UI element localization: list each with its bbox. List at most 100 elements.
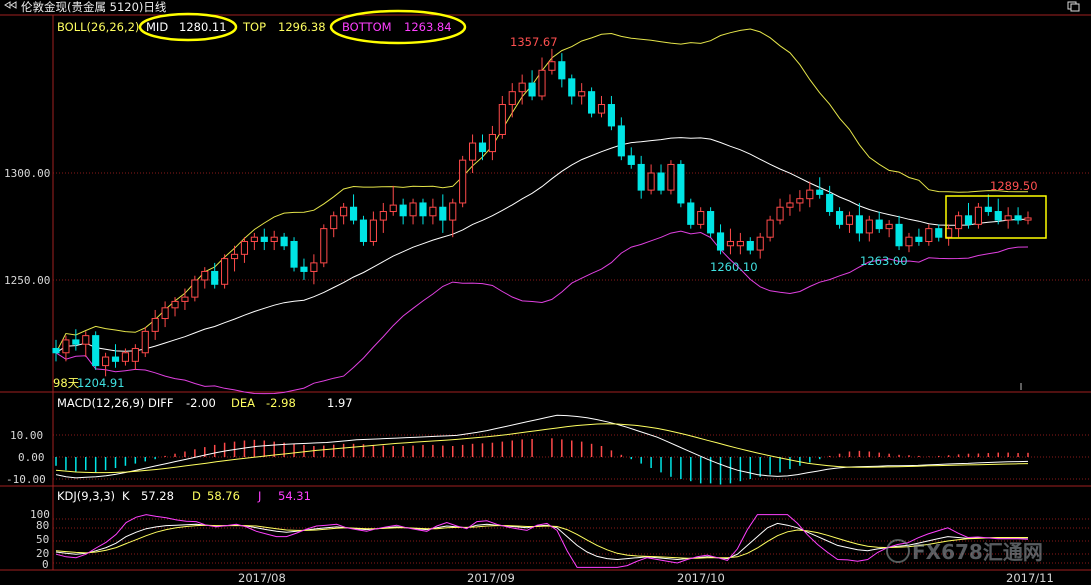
candle (52, 339, 60, 362)
macd-dea-line (55, 423, 1029, 474)
candle-body (488, 133, 496, 153)
candle (250, 232, 258, 251)
candle (954, 211, 963, 238)
candle-body (52, 347, 60, 354)
candle (141, 327, 149, 358)
macd-histogram (55, 438, 1029, 485)
annotation-left-low: 1204.91 (77, 376, 125, 390)
candle (330, 211, 338, 238)
candle-body (92, 335, 100, 367)
date-tick-2017-08: 2017/08 (238, 571, 286, 585)
candle (260, 228, 268, 251)
boll-mid-line (55, 137, 1029, 354)
candle (964, 202, 973, 229)
candle (736, 232, 744, 255)
macd-diff-label: DIFF (148, 396, 173, 410)
candle-body (359, 219, 368, 242)
candle (349, 194, 358, 225)
candle-body (518, 82, 526, 93)
annotation-recent-high: 1289.50 (990, 179, 1038, 193)
kdj-k-label: K (122, 489, 130, 503)
candle (597, 95, 606, 118)
candle-body (478, 142, 487, 153)
candle-body (439, 206, 447, 221)
candle-body (756, 236, 764, 251)
candle (340, 202, 348, 225)
candle (826, 185, 834, 216)
candle-body (201, 270, 209, 281)
candle (359, 215, 368, 246)
macd-diff-line (55, 414, 1029, 479)
consolidation-highlight-box (945, 195, 1047, 239)
kdj-j-label: J (257, 489, 261, 503)
candle-body (221, 258, 229, 285)
candle-body (548, 61, 556, 71)
candle (905, 232, 913, 253)
candle (726, 228, 735, 255)
candle (508, 83, 516, 118)
candle-body (82, 335, 90, 345)
candle (161, 301, 169, 328)
candle-body (230, 253, 239, 260)
candle-body (419, 202, 427, 217)
candle (201, 267, 209, 289)
macd-dea-label: DEA (231, 396, 255, 410)
candle-body (111, 356, 120, 362)
candle (796, 190, 804, 212)
window-restore-icon[interactable] (1067, 1, 1080, 12)
candle-body (687, 202, 695, 225)
annotation-high: 1357.67 (510, 35, 558, 49)
annotation-low-2: 1263.00 (860, 254, 908, 268)
kdj-j-value: 54.31 (278, 489, 311, 503)
candle-body (171, 300, 179, 309)
kdj-tick-50: 50 (36, 533, 49, 546)
kdj-label: KDJ(9,3,3) (57, 489, 115, 503)
candle (915, 228, 923, 246)
kdj-tick-100: 100 (30, 508, 50, 521)
candle (588, 87, 596, 118)
candle (280, 232, 288, 251)
candle-body (290, 240, 298, 268)
candle (221, 254, 229, 289)
macd-panel: MACD(12,26,9) DIFF -2.00 DEA -2.98 1.97 … (6, 396, 1029, 486)
candle-body (588, 91, 596, 114)
candle (1024, 211, 1032, 225)
candle (151, 309, 159, 340)
candle-body (835, 211, 844, 225)
boll-bottom-value: 1263.84 (404, 20, 452, 34)
candle (468, 134, 477, 173)
bottom-highlight-ellipse (329, 9, 467, 45)
candle-body (736, 240, 744, 247)
candle-body (300, 266, 308, 272)
candle-body (875, 219, 883, 230)
candle (429, 198, 437, 225)
candle-body (845, 215, 854, 225)
candle-body (280, 236, 288, 247)
boll-legend: BOLL(26,26,2) MID 1280.11 TOP 1296.38 BO… (57, 9, 467, 45)
macd-lines (55, 414, 1029, 479)
candle-body (954, 215, 963, 230)
candle (310, 254, 318, 285)
date-axis: 2017/08 2017/09 2017/10 2017/11 (238, 571, 1054, 585)
candle (409, 198, 417, 225)
candle (707, 207, 715, 238)
candle-body (320, 228, 328, 264)
candle-body (597, 104, 606, 114)
candle-body (855, 215, 863, 234)
candle-body (459, 159, 467, 204)
candle-body (498, 104, 506, 135)
window-menu-icon[interactable] (4, 1, 17, 9)
candle (439, 194, 447, 233)
candle-body (211, 270, 219, 285)
candle-body (895, 223, 903, 247)
candle (270, 230, 278, 251)
kdj-d-value: 58.76 (207, 489, 240, 503)
candle (776, 198, 784, 225)
candle (399, 198, 407, 225)
candle-body (677, 163, 685, 204)
candle (845, 211, 854, 233)
macd-dea-value: -2.98 (266, 396, 296, 410)
boll-bottom-line (55, 230, 1029, 395)
candle (756, 232, 764, 259)
